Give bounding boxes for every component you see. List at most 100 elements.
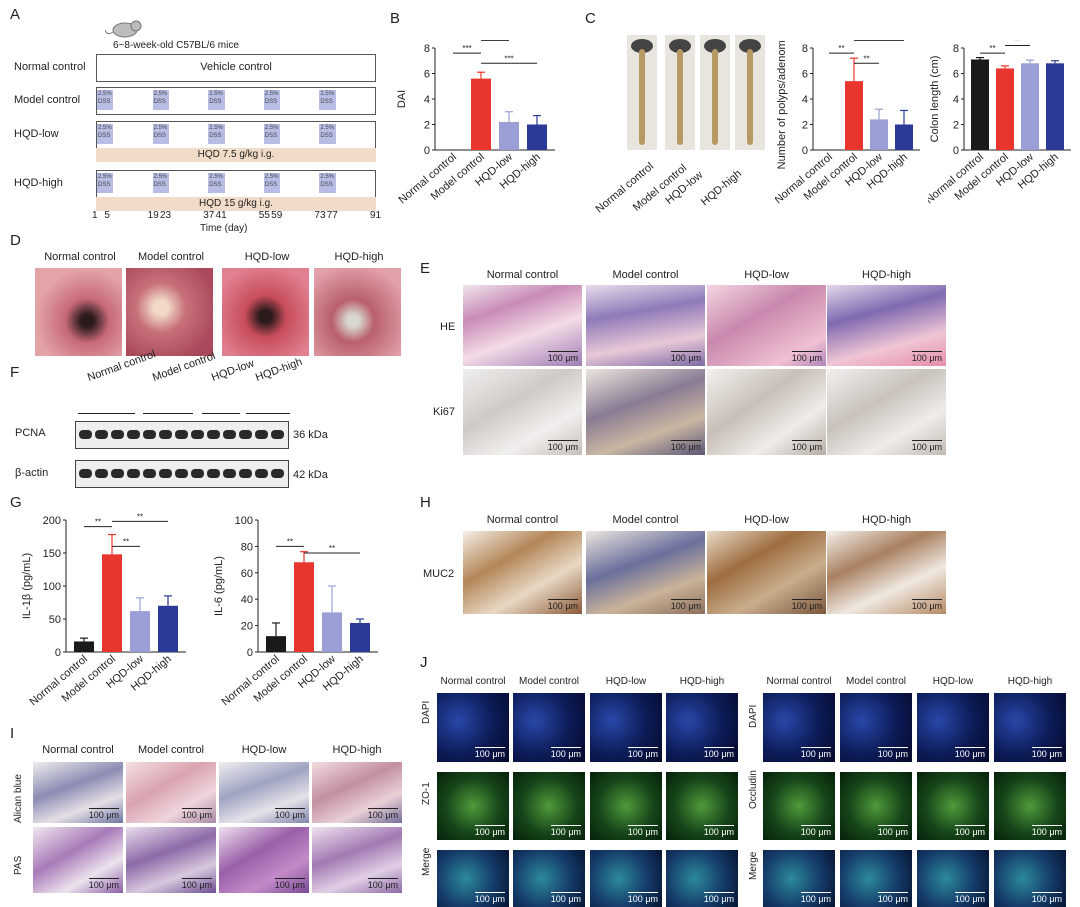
alcian-blue-image: 100 μm (219, 762, 309, 823)
day-tick-label: 55 (259, 210, 270, 221)
colon-photo (627, 35, 657, 150)
if-left-column-label: HQD-high (666, 676, 738, 687)
pcna-band (255, 430, 268, 439)
colon-body (712, 49, 718, 145)
blot-group-line (143, 413, 193, 414)
dss-block: 2.5%DSS (208, 90, 224, 110)
dss-text: DSS (265, 181, 280, 189)
if-left-row-label: Merge (421, 848, 432, 876)
muc2-column-label: HQD-low (707, 514, 826, 526)
scale-bar: 100 μm (89, 880, 119, 890)
dss-percent: 2.5% (265, 173, 280, 181)
scale-bar: 100 μm (475, 749, 505, 759)
dss-block: 2.5%DSS (97, 124, 113, 144)
scale-bar: 100 μm (801, 827, 831, 837)
he-column-label: Model control (586, 269, 705, 281)
actin-blot (75, 460, 289, 488)
significance-marker: ** (137, 512, 143, 521)
muc2-image: 100 μm (827, 531, 946, 614)
he-column-label: Normal control (463, 269, 582, 281)
scale-bar: 100 μm (671, 353, 701, 363)
dss-block: 2.5%DSS (153, 124, 169, 144)
day-tick-label: 23 (160, 210, 171, 221)
y-tick-label: 2 (802, 120, 808, 132)
endoscopy-image (35, 268, 122, 356)
endoscopy-label: HQD-low (222, 251, 312, 263)
pcna-band (143, 430, 156, 439)
scale-bar: 100 μm (182, 880, 212, 890)
if-left-image: 100 μm (513, 693, 585, 762)
dss-percent: 2.5% (98, 124, 113, 132)
day-tick-label: 41 (216, 210, 227, 221)
y-tick-label: 4 (953, 94, 959, 106)
if-left-image: 100 μm (666, 693, 738, 762)
blot-group-label: HQD-high (254, 356, 304, 384)
bar (527, 125, 547, 151)
he-image: 100 μm (463, 285, 582, 366)
ki67-image: 100 μm (586, 369, 705, 455)
dss-block: 2.5%DSS (264, 173, 280, 193)
muc2-column-label: HQD-high (827, 514, 946, 526)
dss-text: DSS (320, 181, 335, 189)
panel-label-c: C (585, 10, 596, 27)
pcna-band (175, 430, 188, 439)
dss-percent: 2.5% (320, 90, 335, 98)
muc2-image: 100 μm (707, 531, 826, 614)
actin-kda: 42 kDa (293, 469, 328, 481)
scale-bar: 100 μm (275, 880, 305, 890)
y-tick-label: 6 (953, 69, 959, 81)
scale-bar: 100 μm (182, 810, 212, 820)
scale-bar: 100 μm (548, 601, 578, 611)
bar (322, 612, 342, 652)
he-image: 100 μm (707, 285, 826, 366)
panel-label-h: H (420, 494, 431, 511)
significance-marker: ** (1014, 40, 1020, 45)
pas-image: 100 μm (219, 827, 309, 893)
pas-image: 100 μm (33, 827, 123, 893)
if-left-image: 100 μm (437, 850, 509, 907)
bar (350, 623, 370, 652)
actin-band (239, 469, 252, 478)
bar (102, 554, 122, 652)
y-axis-label: IL-6 (pg/mL) (213, 556, 225, 616)
alcian-blue-image: 100 μm (33, 762, 123, 823)
scale-bar: 100 μm (955, 749, 985, 759)
scale-bar: 100 μm (628, 749, 658, 759)
if-right-column-label: HQD-low (917, 676, 989, 687)
bar (294, 562, 314, 652)
y-tick-label: 0 (424, 145, 430, 157)
colon-body (677, 49, 683, 145)
y-axis-label: Colon length (cm) (929, 56, 941, 143)
pas-image: 100 μm (312, 827, 402, 893)
y-tick-label: 2 (424, 120, 430, 132)
dss-percent: 2.5% (154, 173, 169, 181)
if-right-image: 100 μm (840, 850, 912, 907)
row-label-pas: PAS (13, 856, 24, 875)
blot-group-line (246, 413, 290, 414)
if-right-column-label: HQD-high (994, 676, 1066, 687)
dose-bar: HQD 7.5 g/kg i.g. (96, 148, 376, 162)
if-left-column-label: Model control (513, 676, 585, 687)
pcna-band (191, 430, 204, 439)
pcna-kda: 36 kDa (293, 429, 328, 441)
endoscopy-label: Model control (126, 251, 216, 263)
dss-percent: 2.5% (154, 90, 169, 98)
scale-bar: 100 μm (878, 827, 908, 837)
he-image: 100 μm (586, 285, 705, 366)
blot-group-line (78, 413, 135, 414)
alcian-blue-image: 100 μm (126, 762, 216, 823)
schedule-row-box: Vehicle control (96, 54, 376, 82)
day-tick-label: 1 (92, 210, 98, 221)
colon-body (639, 49, 645, 145)
bar (130, 611, 150, 652)
y-tick-label: 50 (49, 614, 61, 626)
y-tick-label: 200 (43, 515, 61, 527)
pcna-band (95, 430, 108, 439)
dss-percent: 2.5% (98, 173, 113, 181)
bar (443, 150, 463, 151)
